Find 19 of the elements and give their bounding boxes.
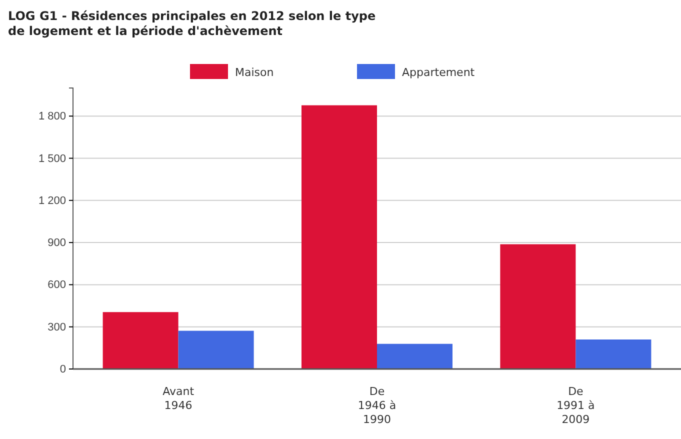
bar [102, 312, 178, 369]
bar [178, 330, 254, 369]
y-tick-label: 1 200 [38, 194, 66, 207]
y-tick-label: 0 [60, 364, 66, 376]
x-tick-label: Avant 1946 [162, 385, 195, 412]
chart-title: LOG G1 - Résidences principales en 2012 selon le type de logement et la période d'achèvement [8, 9, 376, 38]
x-tick-label: De 1946 à 1990 [358, 385, 396, 426]
bar [377, 344, 453, 369]
x-tick-label: De 1991 à 2009 [556, 385, 595, 426]
y-tick-label: 600 [48, 279, 66, 292]
bar [500, 244, 576, 369]
y-tick-label: 300 [48, 321, 66, 334]
bar [301, 105, 377, 369]
y-tick-label: 1 800 [38, 110, 66, 123]
legend-label: Maison [235, 66, 274, 79]
legend-label: Appartement [402, 66, 476, 79]
bar [576, 339, 652, 369]
y-tick-label: 1 500 [38, 152, 66, 165]
y-tick-label: 900 [48, 237, 66, 250]
